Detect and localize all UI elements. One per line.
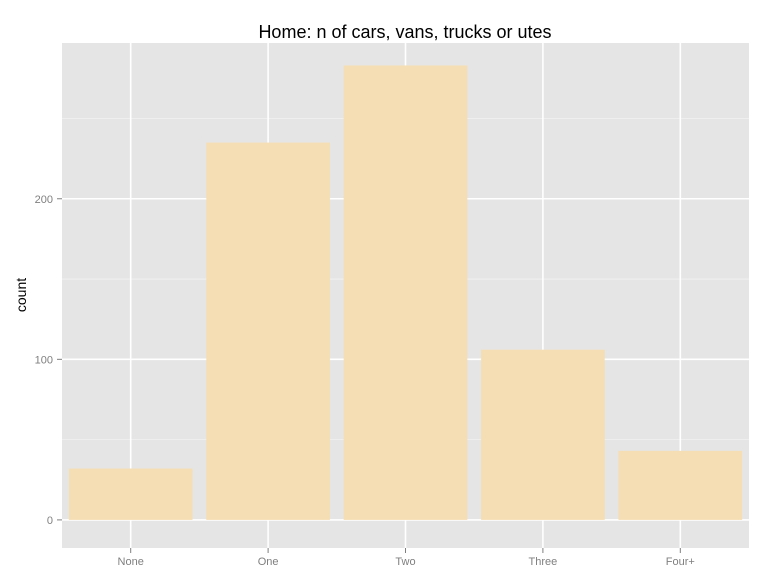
x-tick-label: Two — [395, 556, 415, 568]
y-axis-title: count — [13, 278, 29, 312]
bars — [68, 65, 743, 520]
x-axis: None One Two Three Four+ — [118, 548, 695, 568]
bar-none — [68, 468, 193, 520]
y-tick-label: 0 — [47, 515, 53, 527]
x-tick-label: None — [118, 556, 144, 568]
bar-four — [618, 450, 743, 520]
chart-title: Home: n of cars, vans, trucks or utes — [258, 22, 551, 42]
x-tick-label: One — [258, 556, 279, 568]
x-tick-label: Four+ — [666, 556, 695, 568]
bar-two — [343, 65, 468, 520]
y-axis: 0 100 200 — [35, 194, 62, 527]
bar-one — [206, 142, 330, 520]
y-tick-label: 200 — [35, 194, 53, 206]
x-tick-label: Three — [529, 556, 558, 568]
y-tick-label: 100 — [35, 354, 53, 366]
bar-three — [481, 349, 605, 520]
